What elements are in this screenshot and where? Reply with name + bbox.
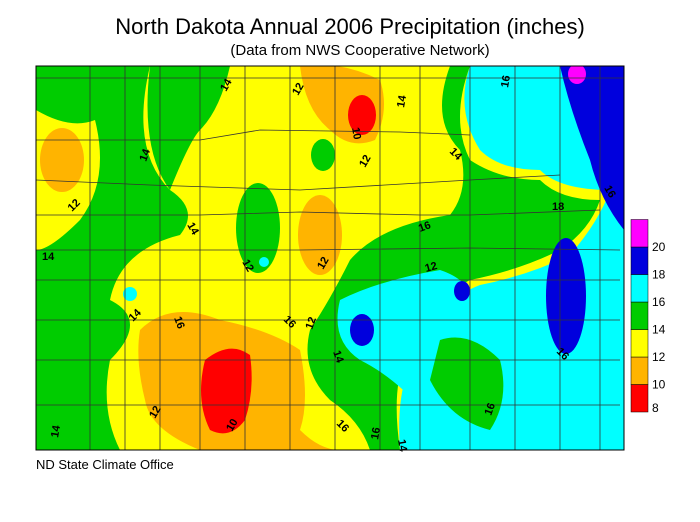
contour-label: 16 [601,184,618,201]
credit-text: ND State Climate Office [36,457,174,472]
contour-label: 10 [349,126,363,140]
map-title: North Dakota Annual 2006 Precipitation (… [115,14,585,39]
map-subtitle: (Data from NWS Cooperative Network) [230,42,490,59]
legend-swatch [630,329,649,358]
legend: 8 10 12 14 16 18 20 [630,219,666,415]
contour-label: 12 [357,153,374,170]
contour-label: 16 [417,219,433,234]
zone-18-20-east [546,238,586,354]
zone-20-plus [568,66,586,84]
zone-14-16-small-north [311,139,335,171]
zone-18-20-northeast [560,66,624,230]
legend-label: 18 [652,268,666,282]
contour-label: 16 [499,74,513,88]
legend-label: 14 [652,323,666,337]
zone-8-10-southwest [201,348,252,434]
contour-label: 12 [304,315,319,331]
zone-14-16-southeast [430,337,504,430]
zone-14-16-north [147,66,230,190]
map-area [36,66,624,450]
zone-18-20-central [350,314,374,346]
legend-label: 12 [652,350,666,364]
contour-label: 10 [224,417,241,434]
county-boundaries [36,66,624,450]
zone-10-12-northwest [40,128,84,192]
legend-swatch [630,384,649,413]
zone-10-12-central [298,195,342,275]
legend-swatch [630,356,649,385]
legend-label: 16 [652,295,666,309]
legend-swatch [630,301,649,330]
contour-label: 12 [290,81,307,98]
legend-swatch [630,219,649,248]
contour-label: 12 [147,404,164,421]
contour-label: 14 [395,94,409,109]
zone-8-10-north [348,95,376,135]
contour-label: 12 [239,258,256,275]
legend-swatch [630,246,649,275]
contour-label: 14 [138,147,154,163]
legend-swatch [630,274,649,303]
contour-label: 14 [42,251,55,263]
legend-label: 10 [652,378,666,392]
map-border [35,65,625,451]
zone-16-small-west [123,287,137,301]
contour-label: 14 [395,438,409,453]
contour-label: 16 [171,315,186,331]
zone-16-small-central [259,257,269,267]
contour-label: 12 [424,260,439,275]
zone-14-16-central [236,183,280,273]
contour-label: 16 [483,401,498,417]
contour-label: 16 [369,426,383,440]
legend-label: 20 [652,240,666,254]
contour-labels: 14 12 10 14 16 14 12 12 14 16 18 14 16 1… [42,74,618,453]
contour-label: 14 [49,424,63,439]
contour-label: 12 [315,255,332,272]
legend-label: 8 [652,401,659,415]
zone-18-20-small [454,281,470,301]
contour-label: 14 [330,349,346,365]
contour-label: 18 [552,201,564,213]
